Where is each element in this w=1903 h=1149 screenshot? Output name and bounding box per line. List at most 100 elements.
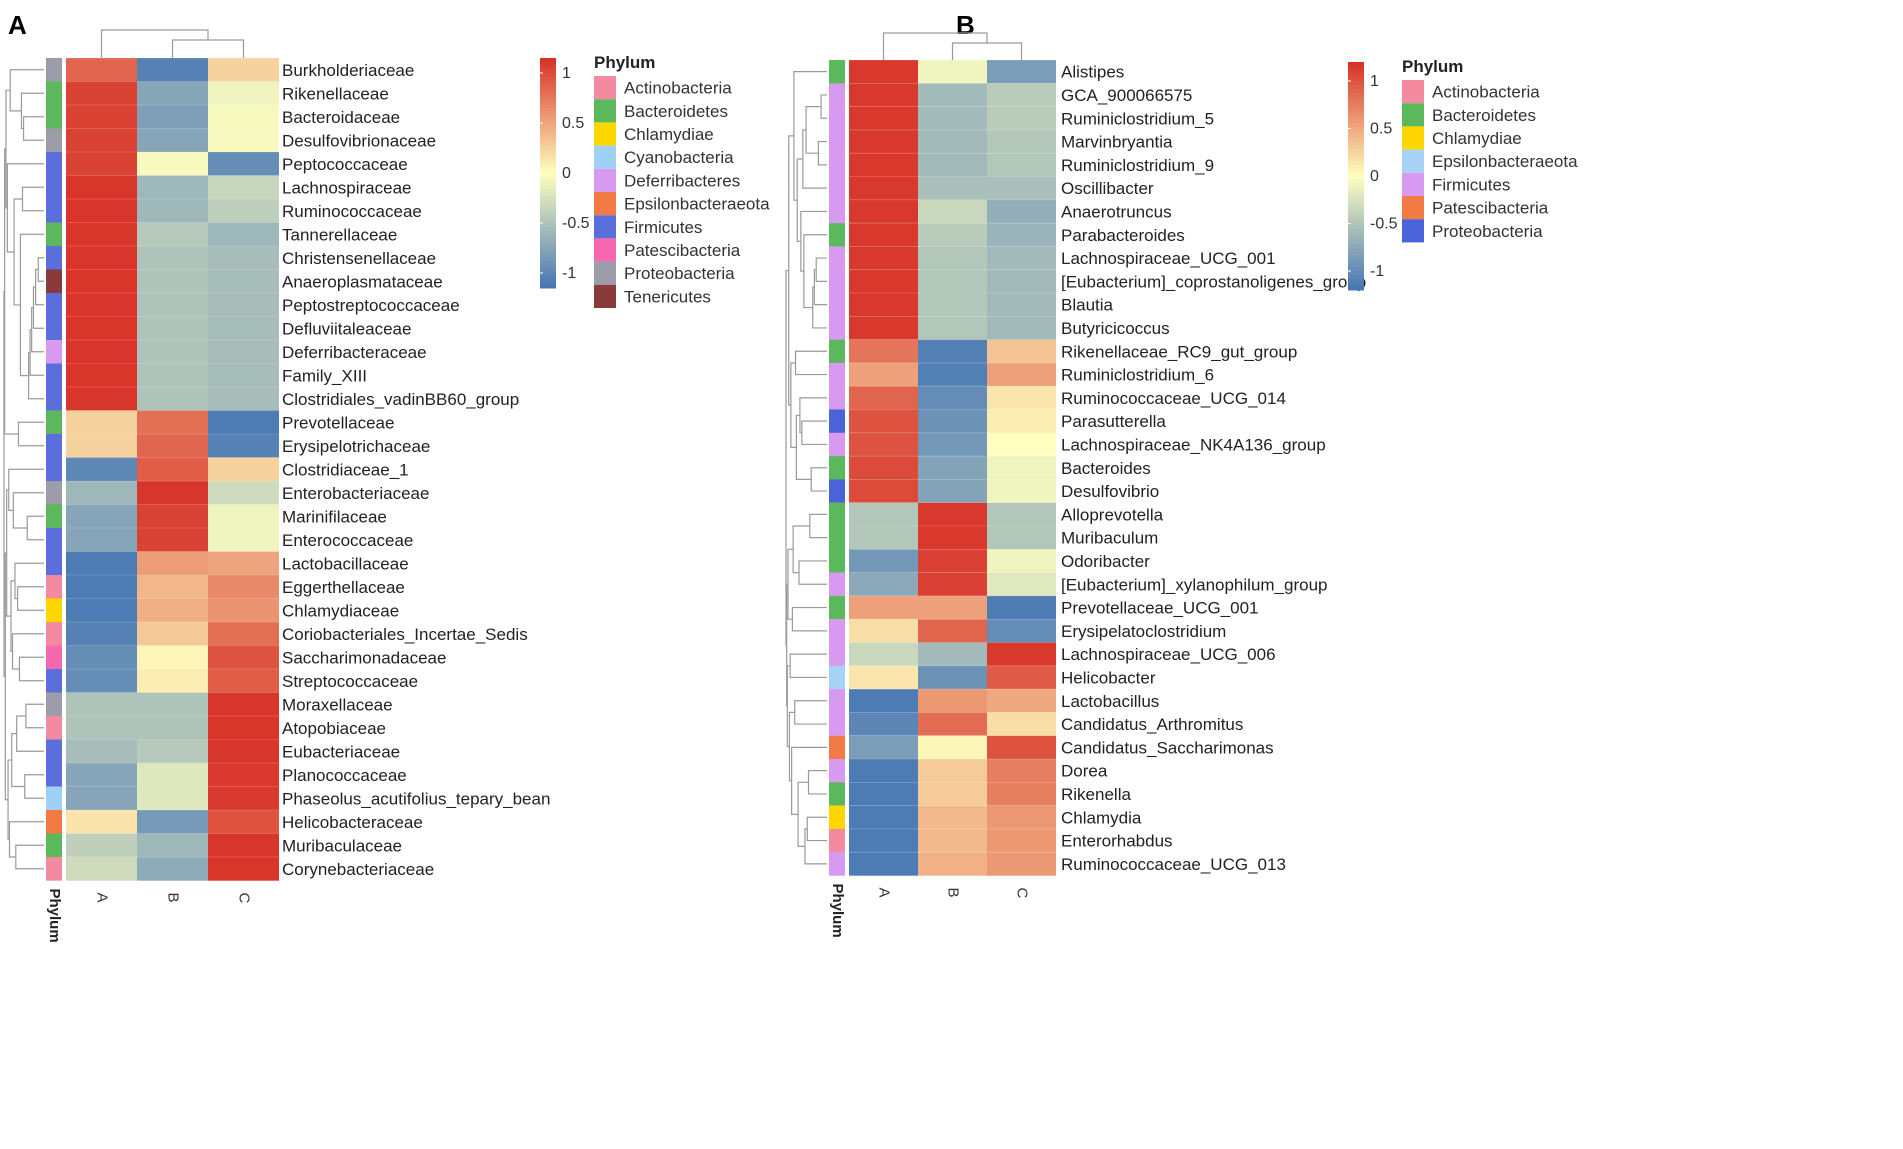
phylum-annotation-cell — [829, 689, 845, 713]
heatmap-cell — [849, 689, 918, 713]
color-scale-segment — [540, 115, 556, 120]
color-scale-segment — [1348, 107, 1364, 112]
row-label: Ruminiclostridium_5 — [1061, 109, 1214, 128]
heatmap-cell — [137, 457, 208, 482]
heatmap-cell — [849, 642, 918, 666]
color-scale-segment — [540, 92, 556, 97]
row-label: Parasutterella — [1061, 412, 1166, 431]
heatmap-cell — [137, 222, 208, 247]
heatmap-cell — [66, 786, 137, 811]
color-scale-label: 0 — [562, 165, 571, 182]
heatmap-cell — [137, 551, 208, 576]
heatmap-cell — [208, 246, 279, 270]
phylum-annotation-cell — [46, 128, 62, 153]
row-label: Peptococcaceae — [282, 155, 408, 174]
phylum-annotation-cell — [829, 339, 845, 364]
row-label: Marvinbryantia — [1061, 133, 1173, 152]
phylum-annotation-cell — [829, 619, 845, 643]
heatmap-cell — [849, 502, 918, 527]
heatmap-cell — [66, 175, 137, 200]
heatmap-cell — [849, 549, 918, 573]
heatmap-cell — [849, 759, 918, 783]
heatmap-cell — [987, 479, 1056, 503]
row-label: Parabacteroides — [1061, 226, 1185, 245]
heatmap-cell — [849, 595, 918, 620]
color-scale-label: 1 — [562, 65, 571, 82]
heatmap-cell — [137, 598, 208, 623]
heatmap-cell — [987, 782, 1056, 806]
panel-a-letter: A — [8, 10, 27, 40]
phylum-annotation-cell — [46, 739, 62, 764]
heatmap-cell — [918, 595, 987, 620]
color-scale-segment — [540, 257, 556, 262]
phylum-annotation-cell — [829, 456, 845, 480]
heatmap-cell — [137, 58, 208, 82]
row-label: Blautia — [1061, 296, 1114, 315]
color-scale-segment — [540, 199, 556, 205]
heatmap-cell — [208, 269, 279, 294]
heatmap-cell — [849, 479, 918, 503]
row-label: Anaeroplasmataceae — [282, 272, 443, 291]
phylum-annotation-cell — [46, 786, 62, 811]
phylum-annotation-cell — [46, 622, 62, 646]
heatmap-cell — [66, 81, 137, 106]
legend-label: Chlamydiae — [624, 125, 714, 144]
color-scale-segment — [1348, 96, 1364, 101]
legend-swatch — [594, 76, 616, 100]
phylum-annotation-cell — [829, 595, 845, 620]
heatmap-cell — [918, 199, 987, 224]
heatmap-cell — [849, 852, 918, 876]
color-scale-segment — [540, 96, 556, 101]
color-scale-segment — [540, 111, 556, 116]
heatmap-cell — [987, 665, 1056, 690]
legend-swatch — [1402, 172, 1424, 196]
heatmap-cell — [987, 805, 1056, 830]
row-label: Candidatus_Saccharimonas — [1061, 738, 1274, 757]
phylum-annotation-cell — [46, 58, 62, 82]
phylum-annotation-cell — [829, 386, 845, 410]
color-scale-segment — [1348, 103, 1364, 109]
color-scale-segment — [540, 107, 556, 113]
heatmap-cell — [137, 269, 208, 294]
heatmap-cell — [137, 152, 208, 176]
phylum-annotation-cell — [46, 669, 62, 693]
heatmap-cell — [849, 526, 918, 550]
panel-a-heatmap: Burkholderiaceae Rikenellaceae Bacteroidac… — [3, 29, 770, 943]
heatmap-cell — [918, 386, 987, 410]
heatmap-cell — [208, 340, 279, 364]
row-label: Peptostreptococcaceae — [282, 296, 460, 315]
heatmap-cell — [208, 575, 279, 599]
heatmap-cell — [66, 293, 137, 317]
color-scale-segment — [1348, 160, 1364, 166]
color-scale-segment — [1348, 248, 1364, 253]
heatmap-cell — [987, 339, 1056, 364]
row-label: Enterorhabdus — [1061, 832, 1173, 851]
phylum-annotation-cell — [829, 782, 845, 806]
color-scale-segment — [540, 242, 556, 247]
heatmap-cell — [137, 387, 208, 411]
heatmap-cell — [66, 739, 137, 764]
heatmap-cell — [66, 528, 137, 552]
heatmap-cell — [987, 362, 1056, 387]
phylum-annotation-cell — [829, 852, 845, 876]
phylum-annotation-cell — [829, 316, 845, 340]
color-scale-segment — [1348, 81, 1364, 86]
legend-swatch — [594, 99, 616, 123]
heatmap-cell — [66, 152, 137, 176]
color-scale-segment — [1348, 271, 1364, 276]
phylum-annotation-cell — [46, 857, 62, 881]
heatmap-cell — [66, 575, 137, 599]
legend-label: Bacteroidetes — [624, 102, 728, 121]
heatmap-cell — [137, 575, 208, 599]
heatmap-cell — [208, 528, 279, 552]
heatmap-cell — [208, 222, 279, 247]
row-label: Deferribacteraceae — [282, 343, 427, 362]
heatmap-cell — [987, 502, 1056, 527]
heatmap-cell — [918, 432, 987, 457]
color-scale-segment — [540, 81, 556, 86]
color-scale-label: -0.5 — [562, 215, 590, 232]
phylum-annotation-cell — [829, 153, 845, 177]
row-label: Rikenella — [1061, 785, 1131, 804]
color-scale-label: 0.5 — [562, 115, 584, 132]
heatmap-cell — [66, 481, 137, 505]
